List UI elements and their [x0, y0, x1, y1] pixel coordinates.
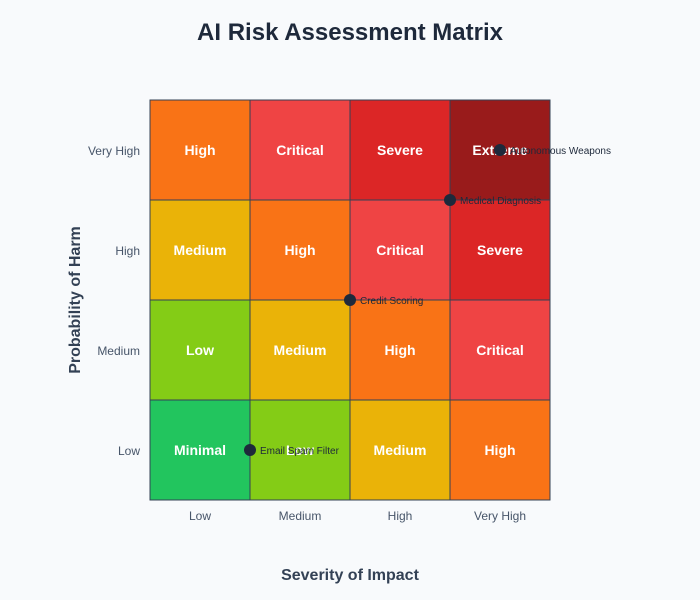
y-tick-label: Low: [118, 444, 140, 458]
cell-low-high: [349, 399, 451, 501]
x-tick-label: Low: [189, 509, 211, 523]
cell-label: High: [384, 342, 415, 358]
cell-medium-low: [149, 299, 251, 401]
risk-point-email-spam-filter: [244, 444, 256, 456]
y-tick-label: High: [115, 244, 140, 258]
cell-label: Critical: [276, 142, 323, 158]
y-tick-label: Medium: [97, 344, 140, 358]
cell-label: Low: [186, 342, 214, 358]
cell-very-high-medium: [249, 99, 351, 201]
cell-medium-very-high: [449, 299, 551, 401]
cell-low-medium: [249, 399, 351, 501]
x-tick-label: Very High: [474, 509, 526, 523]
cell-high-medium: [249, 199, 351, 301]
risk-points: Autonomous Weapons Medical Diagnosis Credi…: [244, 144, 611, 457]
risk-point-autonomous-weapons: [494, 144, 506, 156]
matrix-cells: Minimal Low Medium High Low Medium High Critica…: [149, 99, 551, 501]
cell-label: Severe: [477, 242, 523, 258]
cell-label: Medium: [374, 442, 427, 458]
cell-label: Critical: [376, 242, 423, 258]
cell-label: Medium: [174, 242, 227, 258]
x-tick-label: High: [388, 509, 413, 523]
x-axis-title: Severity of Impact: [281, 567, 420, 584]
chart-title: AI Risk Assessment Matrix: [197, 19, 504, 46]
cell-label: Severe: [377, 142, 423, 158]
cell-label: High: [184, 142, 215, 158]
risk-point-credit-scoring: [344, 294, 356, 306]
risk-point-label: Autonomous Weapons: [510, 146, 611, 157]
cell-label: Low: [286, 442, 314, 458]
cell-label: Medium: [274, 342, 327, 358]
x-tick-label: Medium: [279, 509, 322, 523]
risk-point-label: Credit Scoring: [360, 296, 423, 307]
cell-high-low: [149, 199, 251, 301]
cell-low-low: [149, 399, 251, 501]
y-tick-label: Very High: [88, 144, 140, 158]
risk-point-medical-diagnosis: [444, 194, 456, 206]
risk-point-label: Medical Diagnosis: [460, 196, 541, 207]
y-axis-title: Probability of Harm: [67, 226, 84, 374]
cell-very-high-low: [149, 99, 251, 201]
risk-point-label: Email Spam Filter: [260, 446, 340, 457]
cell-high-very-high: [449, 199, 551, 301]
axis-ticks: Low Medium High Very High Low Medium High Very …: [88, 144, 526, 523]
cell-label: High: [484, 442, 515, 458]
cell-medium-high: [349, 299, 451, 401]
cell-label: High: [284, 242, 315, 258]
cell-high-high: [349, 199, 451, 301]
cell-label: Minimal: [174, 442, 226, 458]
cell-label: Critical: [476, 342, 523, 358]
